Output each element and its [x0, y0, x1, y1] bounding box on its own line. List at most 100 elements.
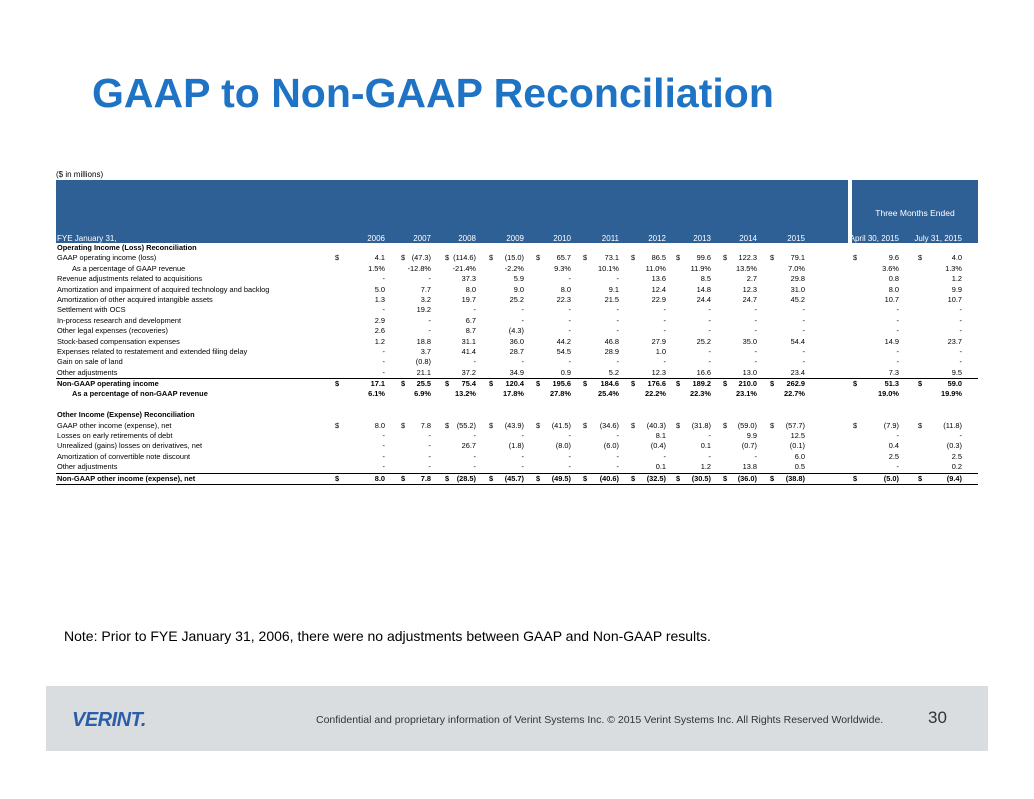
cell-value: 14.9 [884, 336, 899, 346]
cell-value: - [802, 357, 805, 367]
currency-symbol: $ [401, 253, 406, 263]
cell-value: 25.2 [696, 336, 711, 346]
cell-value: 262.9 [786, 379, 806, 389]
cell-value: 73.1 [604, 253, 619, 263]
cell-value: 37.3 [461, 274, 476, 284]
table-row: As a percentage of GAAP revenue 1.5% -12.8… [56, 264, 978, 274]
cell-value: (47.3) [411, 253, 431, 263]
cell-value: 0.1 [655, 462, 666, 472]
cell-value: - [382, 357, 385, 367]
year-header: 2013 [693, 234, 711, 243]
currency-symbol: $ [631, 473, 636, 483]
cell-value: - [568, 274, 571, 284]
cell-value: 0.4 [888, 441, 899, 451]
cell-value: - [428, 274, 431, 284]
cell-value: (7.9) [883, 420, 899, 430]
cell-value: 23.4 [790, 367, 805, 377]
cell-value: (57.7) [785, 420, 805, 430]
currency-symbol: $ [536, 379, 541, 389]
cell-value: 8.0 [888, 284, 899, 294]
cell-value: 12.3 [651, 367, 666, 377]
cell-value: 13.0 [742, 367, 757, 377]
cell-value: - [473, 357, 476, 367]
cell-value: - [802, 315, 805, 325]
cell-value: 3.7 [420, 346, 431, 356]
cell-value: 0.9 [560, 367, 571, 377]
cell-value: 9.0 [513, 284, 524, 294]
cell-value: (11.8) [943, 420, 962, 430]
cell-value: 8.0 [465, 284, 476, 294]
confidential-notice: Confidential and proprietary information… [316, 714, 884, 726]
cell-value: 25.4% [598, 389, 619, 399]
header-band-annual [56, 180, 848, 243]
currency-symbol: $ [676, 473, 681, 483]
cell-value: 5.0 [374, 284, 385, 294]
cell-value: - [754, 346, 757, 356]
cell-value: - [568, 357, 571, 367]
row-label: GAAP other income (expense), net [57, 420, 172, 430]
currency-symbol: $ [489, 473, 494, 483]
cell-value: - [616, 326, 619, 336]
currency-symbol: $ [918, 473, 923, 483]
cell-value: (34.6) [599, 420, 619, 430]
cell-value: 8.7 [465, 326, 476, 336]
section-header: Operating Income (Loss) Reconciliation [56, 243, 978, 253]
cell-value: 86.5 [651, 253, 666, 263]
currency-symbol: $ [631, 420, 636, 430]
cell-value: (41.5) [551, 420, 571, 430]
row-label: Revenue adjustments related to acquisiti… [57, 274, 203, 284]
cell-value: 99.6 [696, 253, 711, 263]
table-row: Other legal expenses (recoveries) 2.6 - 8.7… [56, 326, 978, 336]
row-spacer [56, 400, 978, 410]
currency-symbol: $ [853, 473, 858, 483]
currency-symbol: $ [583, 473, 588, 483]
cell-value: 44.2 [556, 336, 571, 346]
cell-value: 19.9% [941, 389, 962, 399]
currency-symbol: $ [536, 420, 541, 430]
cell-value: - [663, 305, 666, 315]
cell-value: - [616, 451, 619, 461]
currency-symbol: $ [335, 379, 340, 389]
cell-value: (8.0) [555, 441, 571, 451]
cell-value: - [521, 315, 524, 325]
currency-symbol: $ [401, 420, 406, 430]
row-label: Non-GAAP operating income [57, 379, 159, 389]
currency-symbol: $ [770, 379, 775, 389]
cell-value: 75.4 [461, 379, 476, 389]
table-row: Amortization and impairment of acquired … [56, 285, 978, 295]
cell-value: 79.1 [790, 253, 805, 263]
cell-value: 0.1 [700, 441, 711, 451]
cell-value: - [382, 367, 385, 377]
cell-value: - [708, 431, 711, 441]
cell-value: 10.7 [884, 294, 899, 304]
row-label: Settlement with OCS [57, 305, 126, 315]
year-header: 2009 [506, 234, 524, 243]
cell-value: 2.5 [888, 451, 899, 461]
cell-value: 27.8% [550, 389, 571, 399]
currency-symbol: $ [445, 379, 450, 389]
cell-value: 22.7% [784, 389, 805, 399]
cell-value: 3.6% [882, 263, 899, 273]
cell-value: - [959, 315, 962, 325]
footer-band [46, 686, 988, 751]
cell-value: - [959, 305, 962, 315]
cell-value: - [616, 305, 619, 315]
cell-value: (0.8) [415, 357, 431, 367]
cell-value: 22.3% [690, 389, 711, 399]
cell-value: - [663, 326, 666, 336]
cell-value: 22.3 [556, 294, 571, 304]
cell-value: 28.9 [604, 346, 619, 356]
currency-symbol: $ [445, 253, 450, 263]
cell-value: 54.4 [790, 336, 805, 346]
units-label: ($ in millions) [56, 170, 104, 179]
currency-symbol: $ [723, 253, 728, 263]
cell-value: (49.5) [551, 473, 571, 483]
cell-value: 28.7 [509, 346, 524, 356]
cell-value: (30.5) [691, 473, 711, 483]
cell-value: - [896, 346, 899, 356]
cell-value: (4.3) [508, 326, 524, 336]
row-label: In-process research and development [57, 315, 182, 325]
cell-value: - [708, 305, 711, 315]
cell-value: (45.7) [504, 473, 524, 483]
year-header: 2011 [601, 234, 619, 243]
